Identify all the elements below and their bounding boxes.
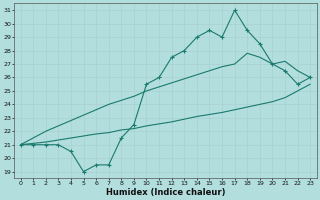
X-axis label: Humidex (Indice chaleur): Humidex (Indice chaleur) (106, 188, 225, 197)
